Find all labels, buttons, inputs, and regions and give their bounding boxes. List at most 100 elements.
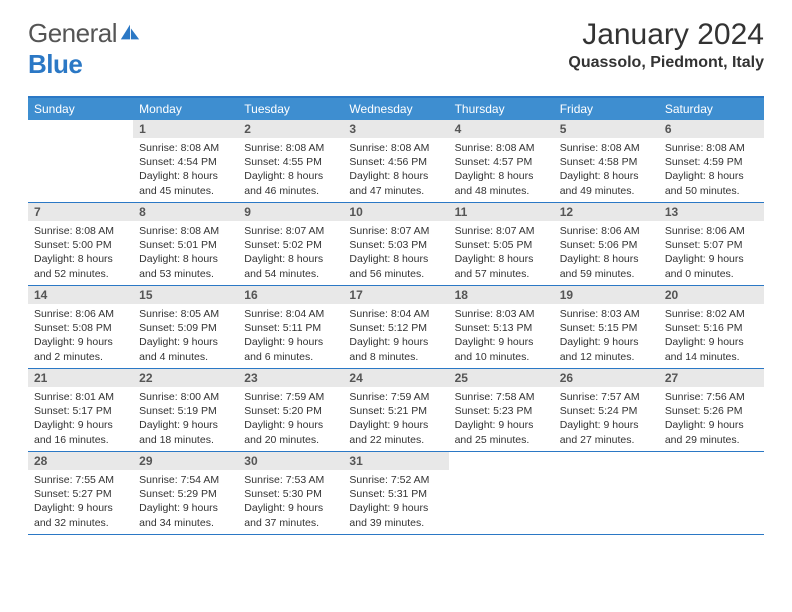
day-number: 6 [659, 120, 764, 138]
day-details: Sunrise: 8:04 AMSunset: 5:11 PMDaylight:… [238, 304, 343, 367]
day-cell: 27Sunrise: 7:56 AMSunset: 5:26 PMDayligh… [659, 369, 764, 451]
day-cell: 2Sunrise: 8:08 AMSunset: 4:55 PMDaylight… [238, 120, 343, 202]
day-details: Sunrise: 8:08 AMSunset: 5:01 PMDaylight:… [133, 221, 238, 284]
day-number: 20 [659, 286, 764, 304]
day-number: 3 [343, 120, 448, 138]
day-number: 31 [343, 452, 448, 470]
day-cell: 17Sunrise: 8:04 AMSunset: 5:12 PMDayligh… [343, 286, 448, 368]
day-details: Sunrise: 7:58 AMSunset: 5:23 PMDaylight:… [449, 387, 554, 450]
day-header-cell: Sunday [28, 98, 133, 120]
day-cell: 6Sunrise: 8:08 AMSunset: 4:59 PMDaylight… [659, 120, 764, 202]
day-details: Sunrise: 8:07 AMSunset: 5:02 PMDaylight:… [238, 221, 343, 284]
day-number: 12 [554, 203, 659, 221]
day-cell: 25Sunrise: 7:58 AMSunset: 5:23 PMDayligh… [449, 369, 554, 451]
day-number: 2 [238, 120, 343, 138]
week-row: 28Sunrise: 7:55 AMSunset: 5:27 PMDayligh… [28, 452, 764, 535]
day-number: 29 [133, 452, 238, 470]
day-number: 1 [133, 120, 238, 138]
day-details: Sunrise: 8:06 AMSunset: 5:06 PMDaylight:… [554, 221, 659, 284]
day-number: 13 [659, 203, 764, 221]
day-header-cell: Monday [133, 98, 238, 120]
day-cell: 10Sunrise: 8:07 AMSunset: 5:03 PMDayligh… [343, 203, 448, 285]
day-details: Sunrise: 8:08 AMSunset: 5:00 PMDaylight:… [28, 221, 133, 284]
day-details: Sunrise: 7:52 AMSunset: 5:31 PMDaylight:… [343, 470, 448, 533]
day-number: 23 [238, 369, 343, 387]
day-details: Sunrise: 8:07 AMSunset: 5:03 PMDaylight:… [343, 221, 448, 284]
day-cell: 1Sunrise: 8:08 AMSunset: 4:54 PMDaylight… [133, 120, 238, 202]
week-row: 7Sunrise: 8:08 AMSunset: 5:00 PMDaylight… [28, 203, 764, 286]
day-details: Sunrise: 8:03 AMSunset: 5:15 PMDaylight:… [554, 304, 659, 367]
location: Quassolo, Piedmont, Italy [568, 54, 764, 72]
day-cell: 5Sunrise: 8:08 AMSunset: 4:58 PMDaylight… [554, 120, 659, 202]
day-cell: 3Sunrise: 8:08 AMSunset: 4:56 PMDaylight… [343, 120, 448, 202]
calendar: SundayMondayTuesdayWednesdayThursdayFrid… [28, 96, 764, 535]
day-details: Sunrise: 7:57 AMSunset: 5:24 PMDaylight:… [554, 387, 659, 450]
day-header-row: SundayMondayTuesdayWednesdayThursdayFrid… [28, 98, 764, 120]
weeks-container: 1Sunrise: 8:08 AMSunset: 4:54 PMDaylight… [28, 120, 764, 535]
logo-part1: General [28, 18, 117, 48]
empty-cell [659, 452, 764, 534]
day-details: Sunrise: 8:04 AMSunset: 5:12 PMDaylight:… [343, 304, 448, 367]
logo-text: General Blue [28, 18, 141, 80]
day-cell: 29Sunrise: 7:54 AMSunset: 5:29 PMDayligh… [133, 452, 238, 534]
week-row: 14Sunrise: 8:06 AMSunset: 5:08 PMDayligh… [28, 286, 764, 369]
header: General Blue January 2024 Quassolo, Pied… [0, 0, 792, 88]
day-details: Sunrise: 8:01 AMSunset: 5:17 PMDaylight:… [28, 387, 133, 450]
day-details: Sunrise: 8:08 AMSunset: 4:55 PMDaylight:… [238, 138, 343, 201]
day-number: 18 [449, 286, 554, 304]
day-header-cell: Wednesday [343, 98, 448, 120]
sail-icon [119, 22, 141, 42]
day-cell: 21Sunrise: 8:01 AMSunset: 5:17 PMDayligh… [28, 369, 133, 451]
logo-part2: Blue [28, 49, 82, 79]
day-number: 25 [449, 369, 554, 387]
day-details: Sunrise: 8:08 AMSunset: 4:56 PMDaylight:… [343, 138, 448, 201]
day-cell: 9Sunrise: 8:07 AMSunset: 5:02 PMDaylight… [238, 203, 343, 285]
day-number: 26 [554, 369, 659, 387]
day-details: Sunrise: 8:02 AMSunset: 5:16 PMDaylight:… [659, 304, 764, 367]
day-number: 10 [343, 203, 448, 221]
day-cell: 24Sunrise: 7:59 AMSunset: 5:21 PMDayligh… [343, 369, 448, 451]
week-row: 1Sunrise: 8:08 AMSunset: 4:54 PMDaylight… [28, 120, 764, 203]
day-number: 30 [238, 452, 343, 470]
day-details: Sunrise: 8:00 AMSunset: 5:19 PMDaylight:… [133, 387, 238, 450]
day-number: 21 [28, 369, 133, 387]
day-details: Sunrise: 8:07 AMSunset: 5:05 PMDaylight:… [449, 221, 554, 284]
day-details: Sunrise: 7:56 AMSunset: 5:26 PMDaylight:… [659, 387, 764, 450]
day-cell: 23Sunrise: 7:59 AMSunset: 5:20 PMDayligh… [238, 369, 343, 451]
day-details: Sunrise: 7:54 AMSunset: 5:29 PMDaylight:… [133, 470, 238, 533]
day-header-cell: Thursday [449, 98, 554, 120]
day-cell: 16Sunrise: 8:04 AMSunset: 5:11 PMDayligh… [238, 286, 343, 368]
day-cell: 13Sunrise: 8:06 AMSunset: 5:07 PMDayligh… [659, 203, 764, 285]
empty-cell [554, 452, 659, 534]
day-header-cell: Friday [554, 98, 659, 120]
day-details: Sunrise: 8:03 AMSunset: 5:13 PMDaylight:… [449, 304, 554, 367]
day-cell: 30Sunrise: 7:53 AMSunset: 5:30 PMDayligh… [238, 452, 343, 534]
day-header-cell: Tuesday [238, 98, 343, 120]
day-cell: 8Sunrise: 8:08 AMSunset: 5:01 PMDaylight… [133, 203, 238, 285]
day-details: Sunrise: 8:06 AMSunset: 5:08 PMDaylight:… [28, 304, 133, 367]
day-details: Sunrise: 8:06 AMSunset: 5:07 PMDaylight:… [659, 221, 764, 284]
day-details: Sunrise: 8:08 AMSunset: 4:57 PMDaylight:… [449, 138, 554, 201]
day-number: 24 [343, 369, 448, 387]
day-cell: 7Sunrise: 8:08 AMSunset: 5:00 PMDaylight… [28, 203, 133, 285]
empty-cell [449, 452, 554, 534]
month-title: January 2024 [568, 18, 764, 52]
day-number: 14 [28, 286, 133, 304]
day-cell: 19Sunrise: 8:03 AMSunset: 5:15 PMDayligh… [554, 286, 659, 368]
day-cell: 11Sunrise: 8:07 AMSunset: 5:05 PMDayligh… [449, 203, 554, 285]
day-cell: 20Sunrise: 8:02 AMSunset: 5:16 PMDayligh… [659, 286, 764, 368]
day-number: 7 [28, 203, 133, 221]
empty-cell [28, 120, 133, 202]
day-number: 27 [659, 369, 764, 387]
day-details: Sunrise: 8:08 AMSunset: 4:59 PMDaylight:… [659, 138, 764, 201]
day-number: 22 [133, 369, 238, 387]
day-details: Sunrise: 7:53 AMSunset: 5:30 PMDaylight:… [238, 470, 343, 533]
day-number: 28 [28, 452, 133, 470]
day-details: Sunrise: 7:55 AMSunset: 5:27 PMDaylight:… [28, 470, 133, 533]
day-details: Sunrise: 7:59 AMSunset: 5:20 PMDaylight:… [238, 387, 343, 450]
day-header-cell: Saturday [659, 98, 764, 120]
day-cell: 22Sunrise: 8:00 AMSunset: 5:19 PMDayligh… [133, 369, 238, 451]
day-number: 16 [238, 286, 343, 304]
day-cell: 14Sunrise: 8:06 AMSunset: 5:08 PMDayligh… [28, 286, 133, 368]
day-number: 9 [238, 203, 343, 221]
